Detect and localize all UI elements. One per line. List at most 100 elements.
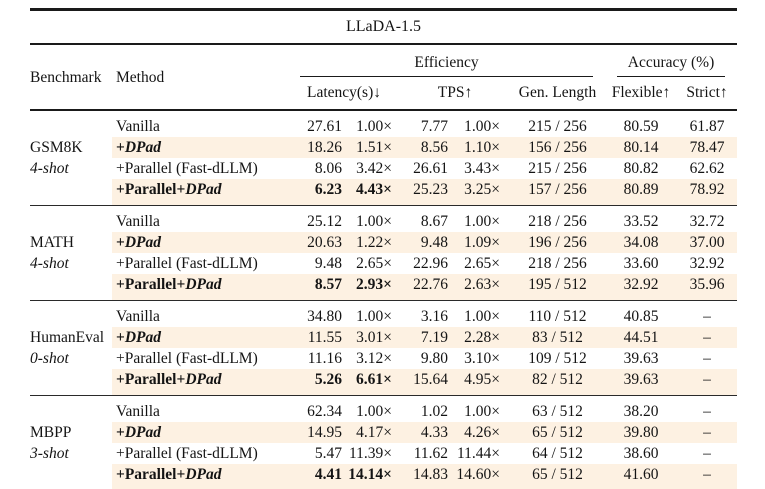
latency-cell: 14.95 (288, 422, 348, 443)
flexible-accuracy-cell: 39.63 (605, 369, 677, 396)
method-label-segment: + (116, 424, 125, 441)
tps-cell: 9.48 (400, 232, 456, 253)
latency-speedup-cell: 1.22× (348, 232, 400, 253)
gen-length-cell: 65 / 512 (510, 464, 605, 489)
benchmark-name: HumanEval (30, 329, 105, 346)
table-row: +Parallel+DPad 4.41 14.14× 14.83 14.60× 65 / … (30, 464, 737, 489)
method-label-segment: + (116, 234, 125, 251)
tps-cell: 9.80 (420, 350, 448, 367)
tps-cell: 14.83 (400, 464, 456, 489)
method-label-segment: DPad (124, 329, 162, 346)
method-cell: +DPad (112, 327, 288, 348)
tps-cell: 7.77 (400, 109, 456, 137)
method-cell: +Parallel (Fast-dLLM) (112, 443, 288, 464)
gen-length-column-header: Gen. Length (518, 84, 597, 101)
strict-accuracy-cell: – (677, 369, 737, 396)
tps-cell: 15.64 (400, 369, 456, 396)
latency-speedup-cell: 4.43× (348, 179, 400, 206)
latency-speedup-cell: 3.42× (356, 160, 392, 177)
efficiency-group-header: Efficiency (288, 44, 605, 77)
latency-speedup-cell: 1.00× (348, 109, 400, 137)
gen-length-cell: 63 / 512 (510, 395, 605, 422)
table-row: +Parallel+DPad 8.57 2.93× 22.76 2.63× 195 / 5… (30, 274, 737, 301)
method-column-header: Method (116, 68, 165, 86)
gen-length-cell: 215 / 256 (510, 109, 605, 137)
tps-speedup-cell: 1.00× (456, 109, 510, 137)
latency-speedup-cell: 1.00× (348, 300, 400, 327)
flexible-accuracy-cell: 80.59 (605, 109, 677, 137)
method-label-segment: +Parallel+ (116, 276, 186, 293)
tps-speedup-cell: 4.26× (456, 422, 510, 443)
latency-cell: 5.47 (314, 445, 342, 462)
tps-speedup-cell: 2.63× (456, 274, 510, 301)
method-cell: +Parallel (Fast-dLLM) (112, 253, 288, 274)
method-cell: +Parallel+DPad (112, 464, 288, 489)
flexible-accuracy-cell: 80.89 (605, 179, 677, 206)
tps-speedup-cell: 2.65× (464, 255, 500, 272)
accuracy-group-label: Accuracy (%) (617, 45, 725, 77)
benchmark-spacer (30, 274, 112, 301)
latency-speedup-cell: 14.14× (348, 464, 400, 489)
method-cell: +DPad (112, 422, 288, 443)
tps-speedup-cell: 11.44× (456, 445, 500, 462)
latency-speedup-cell: 11.39× (348, 445, 392, 462)
method-cell: +Parallel+DPad (112, 274, 288, 301)
latency-speedup-cell: 6.61× (348, 369, 400, 396)
strict-accuracy-cell: 32.72 (677, 205, 737, 232)
group-header-row: Benchmark Method Efficiency Accuracy (%) (30, 44, 737, 86)
method-cell: +Parallel+DPad (112, 179, 288, 206)
method-cell: Vanilla (112, 205, 288, 232)
tps-column-header: TPS↑ (437, 84, 473, 101)
gen-length-cell: 109 / 512 (528, 350, 587, 367)
benchmark-spacer (30, 205, 112, 232)
benchmark-spacer (30, 109, 112, 137)
gen-length-cell: 218 / 256 (510, 205, 605, 232)
benchmark-spacer (30, 395, 112, 422)
method-label-segment: +Parallel (Fast-dLLM) (116, 445, 258, 462)
strict-accuracy-cell: – (677, 327, 737, 348)
latency-cell: 8.06 (314, 160, 342, 177)
method-cell: Vanilla (112, 395, 288, 422)
latency-cell: 5.26 (288, 369, 348, 396)
strict-accuracy-cell: 61.87 (677, 109, 737, 137)
method-label-segment: Vanilla (116, 403, 160, 420)
flexible-accuracy-cell: 38.60 (623, 445, 659, 462)
method-label-segment: Vanilla (116, 308, 160, 325)
table-row: 3-shot +Parallel (Fast-dLLM) 5.47 11.39× 11.… (30, 443, 737, 464)
latency-cell: 4.41 (288, 464, 348, 489)
benchmark-spacer (30, 464, 112, 489)
sub-header-row: Latency(s)↓ TPS↑ Gen. Length Flexible↑ S… (30, 77, 737, 110)
gen-length-cell: 110 / 512 (510, 300, 605, 327)
method-label-segment: DPad (185, 181, 222, 198)
latency-cell: 62.34 (288, 395, 348, 422)
strict-accuracy-cell: – (677, 422, 737, 443)
gen-length-cell: 157 / 256 (510, 179, 605, 206)
flexible-accuracy-cell: 39.80 (605, 422, 677, 443)
latency-cell: 11.16 (307, 350, 342, 367)
method-label-segment: +Parallel (Fast-dLLM) (116, 255, 258, 272)
tps-speedup-cell: 3.43× (464, 160, 500, 177)
flexible-accuracy-cell: 34.08 (605, 232, 677, 253)
table-row: MATH +DPad 20.63 1.22× 9.48 1.09× 196 / 256 34.… (30, 232, 737, 253)
flexible-accuracy-cell: 38.20 (605, 395, 677, 422)
latency-cell: 34.80 (288, 300, 348, 327)
tps-speedup-cell: 2.28× (456, 327, 510, 348)
benchmark-shots: 0-shot (30, 350, 69, 367)
table-header: LLaDA-1.5 Benchmark Method Efficiency Ac… (30, 9, 737, 110)
benchmark-spacer (30, 369, 112, 396)
method-label-segment: Vanilla (116, 118, 160, 135)
table-row: +Parallel+DPad 5.26 6.61× 15.64 4.95× 82 / 51… (30, 369, 737, 396)
gen-length-cell: 195 / 512 (510, 274, 605, 301)
flexible-accuracy-cell: 32.92 (605, 274, 677, 301)
method-cell: +DPad (112, 232, 288, 253)
flexible-accuracy-cell: 33.52 (605, 205, 677, 232)
method-cell: +Parallel (Fast-dLLM) (112, 158, 288, 179)
tps-cell: 3.16 (400, 300, 456, 327)
method-label-segment: DPad (124, 424, 162, 441)
tps-cell: 8.67 (400, 205, 456, 232)
gen-length-cell: 156 / 256 (510, 137, 605, 158)
title-row: LLaDA-1.5 (30, 9, 737, 45)
method-label-segment: +Parallel+ (116, 466, 186, 483)
table-row: Vanilla 34.80 1.00× 3.16 1.00× 110 / 512 40.85… (30, 300, 737, 327)
